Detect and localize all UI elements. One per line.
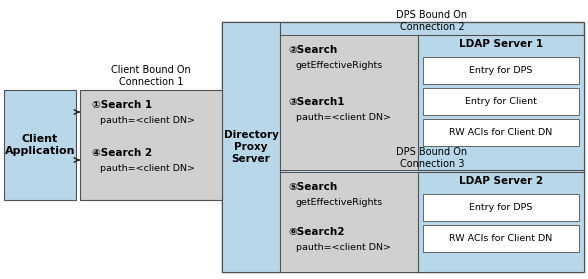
Text: ④Search 2: ④Search 2 xyxy=(92,148,152,158)
Bar xyxy=(423,88,579,115)
Text: Client
Application: Client Application xyxy=(5,134,75,156)
Bar xyxy=(222,22,584,272)
Text: Client Bound On
Connection 1: Client Bound On Connection 1 xyxy=(111,65,191,87)
Bar xyxy=(418,172,584,272)
Bar xyxy=(280,35,584,170)
Bar xyxy=(4,90,76,200)
Text: pauth=<client DN>: pauth=<client DN> xyxy=(100,164,195,173)
Bar xyxy=(418,35,584,170)
Text: pauth=<client DN>: pauth=<client DN> xyxy=(100,116,195,125)
Bar xyxy=(423,57,579,84)
Bar xyxy=(222,22,280,272)
Text: Entry for DPS: Entry for DPS xyxy=(469,66,533,75)
Text: getEffectiveRights: getEffectiveRights xyxy=(296,198,383,207)
Text: RW ACIs for Client DN: RW ACIs for Client DN xyxy=(449,234,553,243)
Text: Directory
Proxy
Server: Directory Proxy Server xyxy=(223,130,279,163)
Text: pauth=<client DN>: pauth=<client DN> xyxy=(296,243,391,252)
Text: ⑤Search: ⑤Search xyxy=(288,182,338,192)
Text: LDAP Server 2: LDAP Server 2 xyxy=(459,176,543,186)
Bar xyxy=(423,225,579,252)
Text: ②Search: ②Search xyxy=(288,45,338,55)
Text: pauth=<client DN>: pauth=<client DN> xyxy=(296,113,391,122)
Text: DPS Bound On
Connection 2: DPS Bound On Connection 2 xyxy=(396,10,467,32)
Text: getEffectiveRights: getEffectiveRights xyxy=(296,61,383,70)
Bar xyxy=(280,172,584,272)
Text: DPS Bound On
Connection 3: DPS Bound On Connection 3 xyxy=(396,147,467,169)
Text: ①Search 1: ①Search 1 xyxy=(92,100,152,110)
Text: Entry for Client: Entry for Client xyxy=(465,97,537,106)
Bar xyxy=(80,90,222,200)
Text: RW ACIs for Client DN: RW ACIs for Client DN xyxy=(449,128,553,137)
Text: LDAP Server 1: LDAP Server 1 xyxy=(459,39,543,49)
Text: ③Search1: ③Search1 xyxy=(288,97,345,107)
Bar xyxy=(423,119,579,146)
Bar xyxy=(423,194,579,221)
Text: Entry for DPS: Entry for DPS xyxy=(469,203,533,212)
Text: ⑥Search2: ⑥Search2 xyxy=(288,227,345,237)
